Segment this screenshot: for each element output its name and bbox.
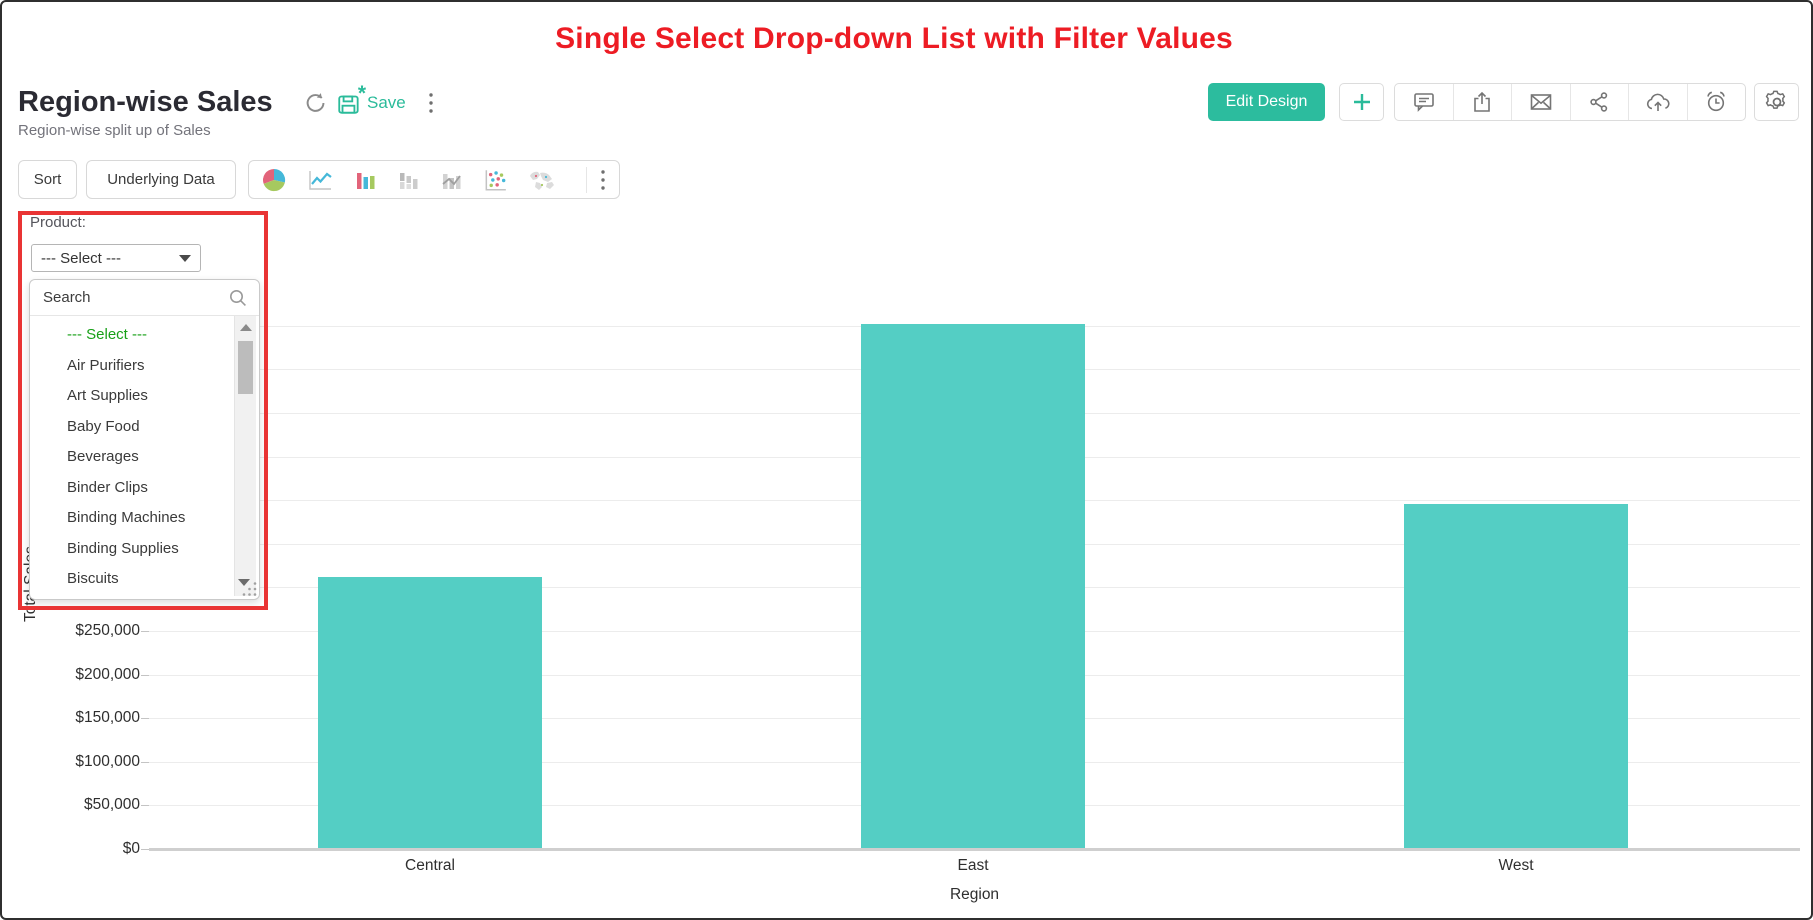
x-axis-label: Central: [405, 857, 455, 874]
page-title: Single Select Drop-down List with Filter…: [555, 22, 1233, 55]
dropdown-option[interactable]: Binding Machines: [67, 509, 186, 526]
edit-design-button[interactable]: Edit Design: [1208, 83, 1325, 121]
map-chart-icon[interactable]: [527, 168, 557, 192]
y-axis-tick-label: $150,000: [75, 709, 140, 727]
email-button[interactable]: [1511, 84, 1570, 120]
y-axis-tick: [141, 805, 149, 807]
search-input[interactable]: [30, 280, 259, 315]
bar-chart-icon[interactable]: [353, 167, 377, 193]
dropdown-option[interactable]: --- Select ---: [67, 326, 147, 343]
alarm-clock-icon: [1703, 89, 1729, 115]
cloud-upload-button[interactable]: [1628, 84, 1687, 120]
y-axis-tick: [141, 718, 149, 720]
dropdown-option[interactable]: Art Supplies: [67, 387, 148, 404]
scrollbar-thumb[interactable]: [238, 341, 253, 394]
y-axis-tick-label: $200,000: [75, 665, 140, 683]
save-icon: *: [336, 82, 366, 116]
refresh-button[interactable]: [301, 89, 329, 117]
dropdown-option[interactable]: Binder Clips: [67, 478, 148, 496]
y-axis-tick-label: $50,000: [83, 796, 140, 814]
product-dropdown-panel: --- Select --- Air Purifiers Art Supplies B…: [29, 279, 260, 600]
y-axis-tick: [141, 761, 149, 763]
combo-chart-icon[interactable]: [439, 167, 463, 193]
x-axis-label: West: [1498, 857, 1534, 874]
sort-button[interactable]: Sort: [18, 160, 77, 199]
scatter-chart-icon[interactable]: [482, 167, 508, 193]
report-title: Region-wise Sales: [18, 86, 273, 118]
dropdown-option-list: --- Select --- Air Purifiers Art Supplies B…: [30, 316, 233, 597]
x-axis-line: [149, 848, 1800, 851]
more-options-button[interactable]: [420, 89, 442, 117]
chart-type-toolbar: [248, 160, 620, 199]
email-icon: [1528, 90, 1554, 114]
plus-icon: [1351, 91, 1373, 113]
y-axis-tick-label: $250,000: [75, 622, 140, 639]
dropdown-option[interactable]: Air Purifiers: [67, 356, 145, 374]
save-button[interactable]: * Save: [336, 82, 406, 117]
dropdown-option[interactable]: Binding Supplies: [67, 539, 179, 557]
header-icon-toolbar: [1394, 83, 1746, 121]
export-icon: [1470, 90, 1494, 114]
share-icon: [1587, 90, 1611, 114]
export-button[interactable]: [1452, 84, 1512, 120]
x-axis-title: Region: [949, 886, 1000, 903]
pie-chart-icon[interactable]: [261, 167, 287, 193]
share-button[interactable]: [1569, 84, 1629, 120]
bar-central[interactable]: [318, 576, 542, 849]
kebab-menu-icon: [427, 91, 435, 115]
product-select[interactable]: --- Select ---: [31, 244, 201, 272]
bar-east[interactable]: [861, 324, 1085, 849]
scroll-down-icon[interactable]: [238, 579, 250, 586]
report-subtitle: Region-wise split up of Sales: [18, 122, 211, 139]
dropdown-scrollbar[interactable]: [234, 316, 256, 596]
settings-button[interactable]: [1754, 83, 1799, 121]
y-axis-tick-label: $100,000: [75, 752, 140, 770]
filter-label: Product:: [30, 214, 86, 231]
resize-grip-icon[interactable]: [241, 581, 258, 598]
chevron-down-icon: [179, 254, 191, 262]
bar-west[interactable]: [1404, 503, 1628, 849]
refresh-icon: [302, 90, 328, 116]
gear-icon: [1764, 89, 1790, 115]
add-button[interactable]: [1339, 83, 1384, 121]
search-icon: [227, 287, 249, 309]
underlying-data-button[interactable]: Underlying Data: [86, 160, 236, 199]
star-icon: *: [357, 82, 366, 105]
comment-icon: [1411, 90, 1437, 114]
y-axis-tick-label: $0: [122, 840, 140, 857]
dropdown-option[interactable]: Biscuits: [67, 570, 119, 587]
chart-type-more-button[interactable]: [586, 166, 607, 193]
search-row: [30, 280, 259, 316]
select-value: --- Select ---: [41, 249, 121, 267]
stacked-bar-icon[interactable]: [396, 167, 420, 193]
y-axis-tick: [141, 849, 149, 850]
alert-button[interactable]: [1686, 84, 1746, 120]
dropdown-option[interactable]: Baby Food: [67, 417, 140, 435]
dropdown-option[interactable]: Beverages: [67, 448, 139, 465]
y-axis-tick: [141, 674, 149, 676]
scroll-up-icon[interactable]: [240, 324, 252, 331]
save-label: Save: [367, 93, 406, 112]
bar-chart: $0 $50,000 $100,000 $150,000 $200,000 $250,00…: [2, 212, 1811, 918]
y-axis-tick: [141, 631, 149, 632]
x-axis-label: East: [957, 857, 989, 874]
line-chart-icon[interactable]: [306, 167, 334, 193]
comments-button[interactable]: [1395, 84, 1453, 120]
cloud-upload-icon: [1644, 90, 1672, 114]
